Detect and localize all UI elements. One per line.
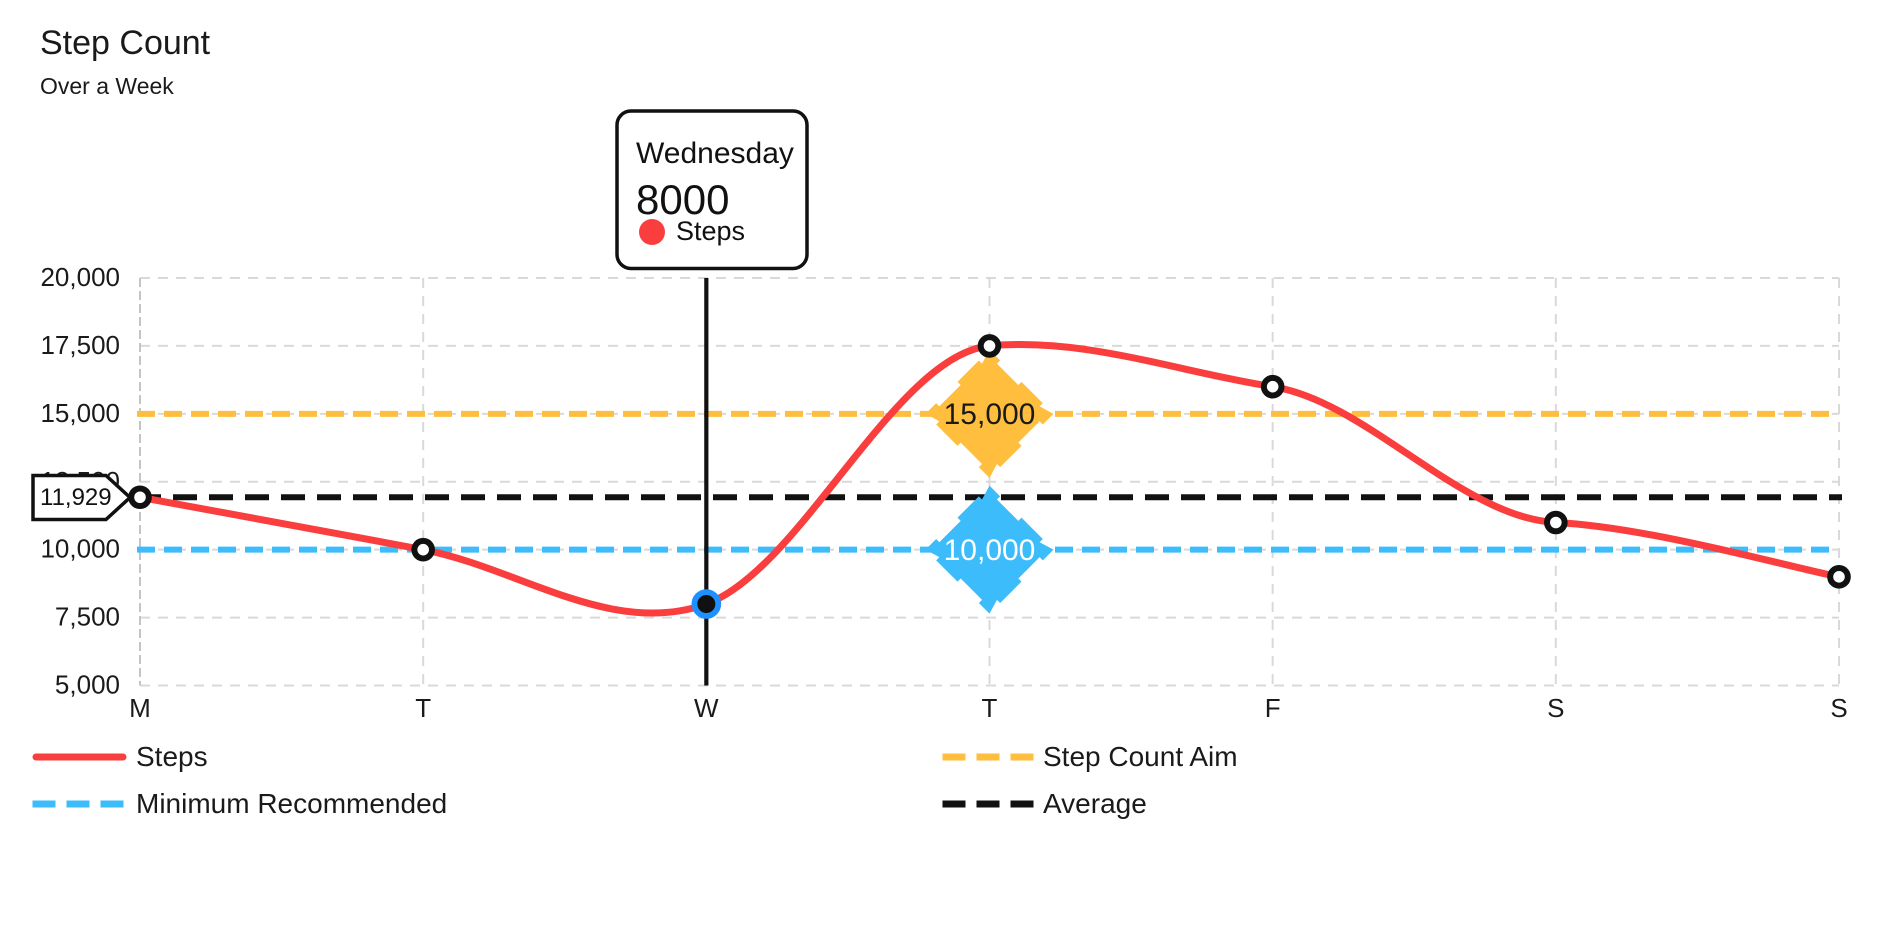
svg-text:Steps: Steps xyxy=(136,741,208,772)
svg-text:Average: Average xyxy=(1043,788,1147,819)
svg-text:10,000: 10,000 xyxy=(40,534,120,564)
svg-text:Wednesday: Wednesday xyxy=(636,137,794,170)
svg-text:S: S xyxy=(1547,693,1564,723)
svg-text:11,929: 11,929 xyxy=(40,484,112,511)
svg-text:15,000: 15,000 xyxy=(944,398,1036,431)
svg-text:F: F xyxy=(1265,693,1281,723)
svg-text:7,500: 7,500 xyxy=(55,602,120,632)
svg-text:20,000: 20,000 xyxy=(40,262,120,292)
svg-text:17,500: 17,500 xyxy=(40,330,120,360)
svg-text:5,000: 5,000 xyxy=(55,670,120,700)
svg-text:Minimum Recommended: Minimum Recommended xyxy=(136,788,447,819)
svg-text:T: T xyxy=(415,693,431,723)
svg-text:M: M xyxy=(129,693,151,723)
svg-text:15,000: 15,000 xyxy=(40,398,120,428)
svg-text:W: W xyxy=(694,693,719,723)
svg-text:Steps: Steps xyxy=(676,216,745,246)
svg-text:S: S xyxy=(1830,693,1847,723)
svg-text:T: T xyxy=(982,693,998,723)
svg-text:Step Count Aim: Step Count Aim xyxy=(1043,741,1238,772)
svg-text:10,000: 10,000 xyxy=(944,534,1036,567)
